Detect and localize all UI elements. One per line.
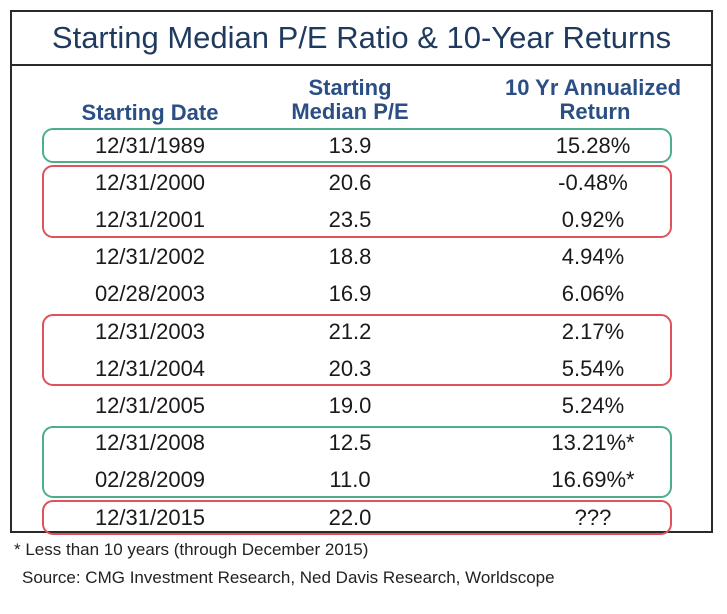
table-cell-ret: 5.54% [561,355,625,381]
table-cell-ret: ??? [574,504,612,530]
source-note: Source: CMG Investment Research, Ned Dav… [22,568,555,587]
table-cell-ret: 16.69%* [551,467,635,493]
table-cell-pe: 20.6 [328,169,372,195]
header-return-line1: 10 Yr Annualized [504,75,682,100]
footnote: * Less than 10 years (through December 2… [14,540,369,559]
table-cell-date: 12/31/2008 [94,430,206,456]
table-cell-pe: 12.5 [328,430,372,456]
table-cell-date: 02/28/2003 [94,281,206,307]
table-cell-date: 12/31/2003 [94,318,206,344]
table-cell-date: 12/31/2005 [94,392,206,418]
table-cell-ret: 13.21%* [551,430,635,456]
table-cell-date: 12/31/2001 [94,206,206,232]
table-cell-date: 12/31/2000 [94,169,206,195]
header-pe-line1: Starting [308,75,392,100]
header-starting-date: Starting Date [81,100,219,125]
table-cell-date: 12/31/2015 [94,504,206,530]
table-cell-pe: 16.9 [328,281,372,307]
table-cell-ret: 6.06% [561,281,625,307]
highlight-box [42,165,672,238]
highlight-box [42,128,672,164]
highlight-box [42,425,672,498]
header-pe-line2: Median P/E [291,99,409,124]
table-cell-pe: 23.5 [328,206,372,232]
table-cell-date: 12/31/2002 [94,244,206,270]
table-cell-date: 12/31/2004 [94,355,206,381]
table-cell-pe: 13.9 [328,132,372,158]
table-cell-ret: 5.24% [561,392,625,418]
table-cell-pe: 19.0 [328,392,372,418]
table-frame: Starting Median P/E Ratio & 10-Year Retu… [10,10,713,536]
table-cell-ret: 2.17% [561,318,625,344]
title-divider [12,64,711,66]
table-cell-pe: 20.3 [328,355,372,381]
chart-title: Starting Median P/E Ratio & 10-Year Retu… [51,20,672,55]
header-return-line2: Return [559,99,631,124]
table-cell-pe: 11.0 [329,467,371,493]
highlight-box [42,500,672,536]
table-cell-ret: 15.28% [555,132,631,158]
table-cell-pe: 22.0 [328,504,372,530]
table-cell-date: 12/31/1989 [94,132,206,158]
table-cell-pe: 18.8 [328,244,372,270]
table-cell-ret: 4.94% [561,244,625,270]
table-cell-ret: 0.92% [561,206,625,232]
table-cell-ret: -0.48% [558,169,628,195]
table-cell-date: 02/28/2009 [94,467,206,493]
table-cell-pe: 21.2 [328,318,372,344]
highlight-box [42,314,672,387]
